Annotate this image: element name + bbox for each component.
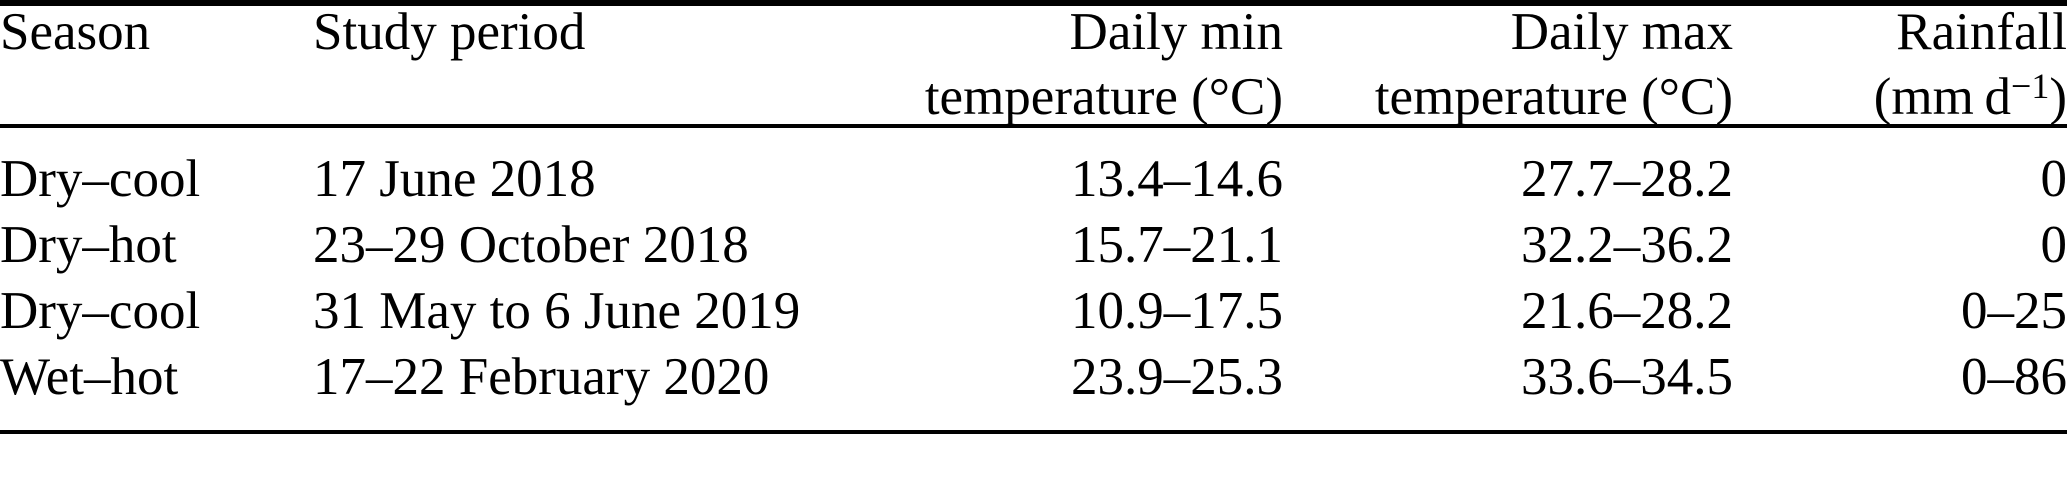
cell-study-period: 23–29 October 2018 <box>313 216 749 274</box>
study-periods-table: Season Study period Daily min temperatur… <box>0 0 2067 434</box>
cell-season: Dry–cool <box>0 282 201 340</box>
cell-season: Dry–hot <box>0 216 177 274</box>
cell-rainfall: 0–25 <box>1961 282 2067 340</box>
rainfall-unit-close: ) <box>2049 68 2067 126</box>
col-header-daily-max: Daily max temperature (°C) <box>1283 3 1733 126</box>
col-header-season-label: Season <box>0 3 151 61</box>
cell-daily-min: 15.7–21.1 <box>1071 216 1283 274</box>
cell-rainfall: 0–86 <box>1961 348 2067 406</box>
cell-daily-min: 10.9–17.5 <box>1071 282 1283 340</box>
header-row: Season Study period Daily min temperatur… <box>0 3 2067 126</box>
col-header-daily-max-line1: Daily max <box>1510 3 1733 61</box>
cell-daily-max: 21.6–28.2 <box>1521 282 1733 340</box>
cell-daily-max: 32.2–36.2 <box>1521 216 1733 274</box>
cell-study-period: 17 June 2018 <box>313 150 596 208</box>
cell-study-period: 31 May to 6 June 2019 <box>313 282 801 340</box>
col-header-study-period: Study period <box>313 3 873 126</box>
col-header-daily-min-line1: Daily min <box>1069 3 1283 61</box>
col-header-daily-min: Daily min temperature (°C) <box>873 3 1283 126</box>
col-header-rainfall-line1: Rainfall <box>1896 3 2067 61</box>
table-header: Season Study period Daily min temperatur… <box>0 3 2067 126</box>
cell-daily-min: 23.9–25.3 <box>1071 348 1283 406</box>
table-row: Dry–cool 17 June 2018 13.4–14.6 27.7–28.… <box>0 126 2067 212</box>
table-row: Dry–hot 23–29 October 2018 15.7–21.1 32.… <box>0 212 2067 278</box>
rainfall-unit-exponent: −1 <box>2011 65 2050 106</box>
col-header-season: Season <box>0 3 313 126</box>
col-header-daily-max-line2: temperature (°C) <box>1374 68 1733 126</box>
cell-season: Dry–cool <box>0 150 201 208</box>
cell-season: Wet–hot <box>0 348 179 406</box>
cell-rainfall: 0 <box>2040 150 2067 208</box>
cell-daily-min: 13.4–14.6 <box>1071 150 1283 208</box>
col-header-daily-min-line2: temperature (°C) <box>924 68 1283 126</box>
cell-daily-max: 27.7–28.2 <box>1521 150 1733 208</box>
rainfall-unit-open: (mm d <box>1873 68 2011 126</box>
table-row: Dry–cool 31 May to 6 June 2019 10.9–17.5… <box>0 278 2067 344</box>
cell-rainfall: 0 <box>2040 216 2067 274</box>
cell-study-period: 17–22 February 2020 <box>313 348 770 406</box>
col-header-rainfall-unit: (mm d−1) <box>1733 68 2067 126</box>
table-body: Dry–cool 17 June 2018 13.4–14.6 27.7–28.… <box>0 126 2067 432</box>
col-header-study-period-label: Study period <box>313 3 586 61</box>
table-row: Wet–hot 17–22 February 2020 23.9–25.3 33… <box>0 344 2067 432</box>
cell-daily-max: 33.6–34.5 <box>1521 348 1733 406</box>
col-header-rainfall: Rainfall (mm d−1) <box>1733 3 2067 126</box>
